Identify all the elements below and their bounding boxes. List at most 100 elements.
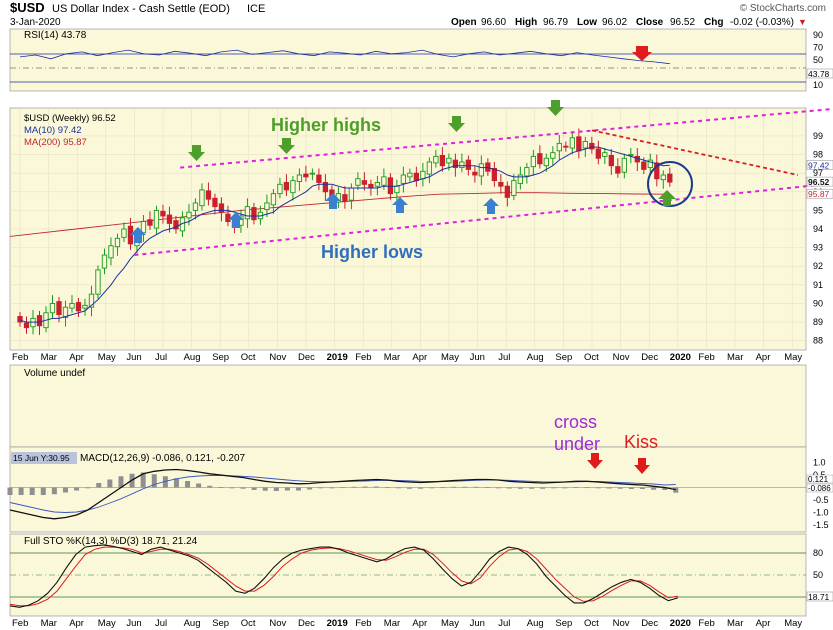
macd-hist-bar <box>529 487 535 489</box>
macd-hist-bar <box>162 476 168 488</box>
candle-body <box>296 174 303 182</box>
candle-body <box>218 203 225 213</box>
candle-body <box>504 185 510 198</box>
macd-hist-bar <box>484 487 490 488</box>
x-tick-label: Dec <box>641 352 658 363</box>
higher-low-arrows <box>130 193 499 243</box>
ohlc-summary: Open 96.60 High 96.79 Low 96.02 Close 96… <box>451 17 807 28</box>
candle-body <box>75 302 82 312</box>
macd-hist-bar <box>74 487 80 491</box>
macd-hist-bar <box>51 487 57 495</box>
macd-hist-bar <box>395 487 401 489</box>
candle-body <box>426 161 433 175</box>
x-tick-label: Aug <box>184 352 201 363</box>
candle-body <box>277 183 283 195</box>
chg-value: -0.02 (-0.03%) <box>730 17 794 28</box>
macd-last-labels: 0.121 -0.086 <box>806 474 833 493</box>
price-tick-label: 98 <box>813 150 823 160</box>
x-tick-label: Sep <box>555 352 572 363</box>
price-value-label-bg <box>806 188 833 199</box>
macd-hist-bar <box>329 487 335 489</box>
candle-body <box>205 190 212 200</box>
x-tick-label: Jul <box>498 352 510 363</box>
macd-hist-bar <box>85 487 91 489</box>
macd-hover-bg <box>11 452 77 464</box>
x-tick-label: Jul <box>155 618 167 629</box>
watermark: © StockCharts.com <box>740 3 826 14</box>
x-tick-label: Dec <box>641 618 658 629</box>
candle-body <box>348 187 355 201</box>
candle-body <box>127 225 134 245</box>
macd-hist-bar <box>606 487 612 489</box>
x-tick-label: Feb <box>355 352 371 363</box>
candle-body <box>446 157 452 164</box>
macd-hist-bar <box>40 487 46 495</box>
candle-body <box>56 301 62 316</box>
sto-k-series <box>9 544 678 608</box>
macd-hist-bar <box>495 487 501 489</box>
candle-body <box>647 159 653 169</box>
rsi-axis: 9070503010 <box>813 30 823 90</box>
macd-hist-bar <box>229 487 235 489</box>
chart-date: 3-Jan-2020 <box>10 17 61 28</box>
ma10-series <box>19 146 670 323</box>
candle-body <box>322 182 329 193</box>
x-tick-label: 2019 <box>327 618 348 629</box>
price-tick-label: 88 <box>813 336 823 346</box>
green-down-arrow-icon <box>278 138 295 154</box>
candle-body <box>491 168 498 182</box>
x-tick-label: Dec <box>298 618 315 629</box>
candle-body <box>400 174 407 184</box>
macd-label-bg-1 <box>806 474 833 484</box>
macd-hist-bar <box>251 487 257 490</box>
candle-body <box>95 269 101 295</box>
price-legend: $USD (Weekly) 96.52 MA(10) 97.42 MA(200)… <box>24 113 116 148</box>
macd-hist-bar <box>617 487 623 489</box>
legend-ma10: MA(10) 97.42 <box>24 125 82 136</box>
macd-hist-bar <box>218 487 224 488</box>
x-tick-label: Jul <box>155 352 167 363</box>
macd-tick-label: -0.5 <box>813 495 829 505</box>
x-tick-label: Feb <box>355 618 371 629</box>
price-tick-label: 93 <box>813 243 823 253</box>
price-tick-label: 99 <box>813 131 823 141</box>
price-value-label-bg <box>806 160 833 170</box>
macd-hist-bar <box>673 487 679 493</box>
candle-body <box>433 155 439 164</box>
x-tick-label: Aug <box>184 618 201 629</box>
candle-body <box>160 210 166 217</box>
x-tick-label: Mar <box>727 618 743 629</box>
x-tick-label: Apr <box>412 352 427 363</box>
macd-hist-bar <box>185 481 191 488</box>
under-annotation: under <box>554 434 600 454</box>
macd-hist-bar <box>240 487 246 489</box>
macd-hist-bar <box>29 487 35 495</box>
macd-hist-bar <box>318 487 324 489</box>
candle-body <box>166 214 173 224</box>
macd-last-label-1: 0.121 <box>808 475 829 484</box>
macd-hist-bar <box>384 487 390 489</box>
macd-hist-bar <box>573 487 579 488</box>
candle-body <box>628 154 634 156</box>
candle-body <box>654 162 660 180</box>
x-tick-label: Nov <box>269 352 286 363</box>
x-tick-label: Mar <box>384 352 400 363</box>
macd-hist-bar <box>473 486 479 488</box>
candle-body <box>290 180 296 194</box>
price-panel: $USD (Weekly) 96.52 MA(10) 97.42 MA(200)… <box>9 100 833 363</box>
macd-title: MACD(12,26,9) -0.086, 0.121, -0.207 <box>80 453 246 464</box>
price-value-label: 95.87 <box>808 189 830 199</box>
close-value: 96.52 <box>670 17 695 28</box>
macd-hist-bar <box>351 486 357 488</box>
sto-last-label: 18.71 <box>808 592 830 602</box>
macd-hist-bar <box>362 486 368 488</box>
x-tick-label: May <box>98 618 116 629</box>
candle-body <box>615 166 621 174</box>
candle-body <box>537 153 543 165</box>
macd-hist-bar <box>151 474 157 488</box>
x-tick-label: Jun <box>126 618 141 629</box>
rsi-last-label-bg <box>806 68 833 79</box>
price-tick-label: 97 <box>813 168 823 178</box>
x-tick-label: Jun <box>470 618 485 629</box>
candle-body <box>270 193 277 206</box>
